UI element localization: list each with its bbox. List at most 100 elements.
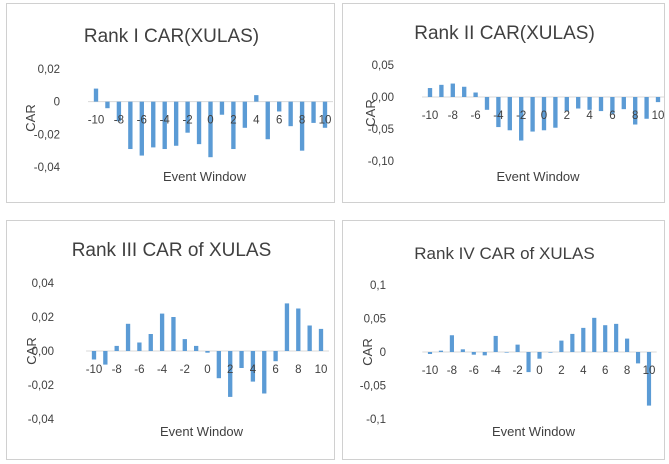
bar (242, 101, 248, 128)
bar (530, 97, 535, 132)
y-tick-label: -0,05 (368, 124, 394, 136)
bar (625, 338, 630, 352)
bar (288, 101, 293, 127)
y-tick-label: 0,02 (38, 64, 60, 76)
x-tick-label: -6 (137, 115, 147, 127)
bar (162, 101, 167, 150)
bar (482, 352, 487, 356)
bar (541, 97, 547, 131)
x-tick-label: -8 (447, 365, 457, 377)
chart-panel-rank-2: Rank II CAR(XULAS) CAR 0,05 0,00 -0,05 -0,10 -… (342, 3, 665, 203)
x-tick-label: 10 (315, 364, 328, 376)
bar (307, 325, 312, 351)
x-tick-label: -4 (493, 110, 504, 122)
x-tick-label: -4 (491, 365, 502, 377)
x-axis-label: Event Window (163, 169, 247, 184)
bar (507, 97, 512, 131)
bar (635, 352, 641, 364)
x-tick-label: -10 (422, 365, 439, 377)
bar (633, 97, 638, 125)
bar (205, 351, 210, 353)
chart-panel-rank-1: Rank I CAR(XULAS) CAR 0,02 0 -0,02 -0,04 -10 -8… (6, 3, 335, 203)
x-tick-label: -4 (157, 364, 168, 376)
y-tick-label: 0,05 (372, 60, 394, 72)
chart-title: Rank I CAR(XULAS) (84, 26, 259, 47)
chart-svg: Rank III CAR of XULAS CAR 0,04 0,02 0,00 -0,0… (24, 240, 329, 439)
chart-panel-rank-4: Rank IV CAR of XULAS CAR 0,1 0,05 0 -0,05 -0,1… (342, 220, 665, 460)
bar (216, 351, 222, 379)
bar (91, 351, 97, 360)
bar (114, 345, 119, 351)
y-tick-label: 0,00 (32, 346, 54, 358)
bar (576, 97, 581, 109)
bar (473, 92, 478, 97)
bar (193, 345, 199, 351)
bar (103, 351, 108, 365)
bar (450, 83, 455, 97)
chart-title: Rank IV CAR of XULAS (414, 244, 594, 263)
x-tick-label: -10 (86, 364, 103, 376)
bar (438, 350, 444, 352)
y-tick-label: -0,04 (28, 414, 55, 426)
bar (427, 352, 433, 355)
bar (231, 101, 236, 150)
y-axis-label: CAR (363, 99, 378, 126)
x-tick-label: -8 (448, 110, 458, 122)
bar (262, 351, 267, 394)
bar (548, 352, 553, 353)
chart-title: Rank II CAR(XULAS) (414, 23, 595, 44)
bar (537, 352, 542, 359)
x-axis-label: Event Window (496, 169, 580, 184)
x-tick-label: -10 (422, 110, 439, 122)
x-tick-label: -6 (470, 110, 480, 122)
x-tick-label: -2 (516, 110, 526, 122)
bar (128, 101, 133, 150)
y-axis-label: CAR (360, 338, 375, 365)
x-tick-label: 2 (558, 365, 564, 377)
x-tick-label: 2 (564, 110, 570, 122)
bar (196, 101, 202, 145)
bar (116, 101, 122, 122)
bar (311, 101, 316, 123)
bar (460, 349, 465, 352)
x-tick-label: 2 (230, 115, 236, 127)
bar (610, 97, 615, 114)
bar (504, 352, 509, 353)
bar (105, 101, 110, 109)
y-tick-label: 0 (380, 347, 386, 359)
x-tick-label: -10 (88, 115, 105, 127)
bar (449, 335, 454, 352)
x-tick-label: 6 (609, 110, 615, 122)
bar (559, 340, 564, 352)
x-tick-label: 10 (643, 365, 656, 377)
bar (621, 97, 626, 110)
bar (137, 342, 142, 351)
bar (598, 97, 604, 112)
x-tick-label: 0 (207, 115, 213, 127)
bar (644, 97, 649, 119)
bar (219, 101, 225, 115)
bar (318, 328, 324, 351)
y-tick-label: -0,02 (28, 380, 54, 392)
bar (299, 101, 305, 151)
bar (254, 95, 259, 102)
bar (125, 323, 131, 351)
bar (646, 352, 652, 406)
x-axis-label: Event Window (160, 424, 244, 439)
bar (581, 327, 586, 352)
y-tick-label: -0,04 (34, 162, 61, 174)
y-axis-label: CAR (24, 337, 39, 364)
y-axis-label: CAR (23, 104, 38, 131)
bar (182, 339, 187, 351)
bar (228, 351, 233, 397)
bar (277, 101, 282, 112)
bar (570, 333, 575, 352)
chart-panel-rank-3: Rank III CAR of XULAS CAR 0,04 0,02 0,00 -0,0… (6, 220, 335, 460)
y-tick-label: -0,02 (34, 129, 60, 141)
x-tick-label: 6 (602, 365, 608, 377)
chart-svg: Rank IV CAR of XULAS CAR 0,1 0,05 0 -0,05 -0,1… (360, 244, 657, 439)
x-tick-label: 8 (624, 365, 630, 377)
y-tick-label: -0,1 (366, 414, 386, 426)
bar (171, 317, 176, 351)
bar (515, 344, 520, 352)
